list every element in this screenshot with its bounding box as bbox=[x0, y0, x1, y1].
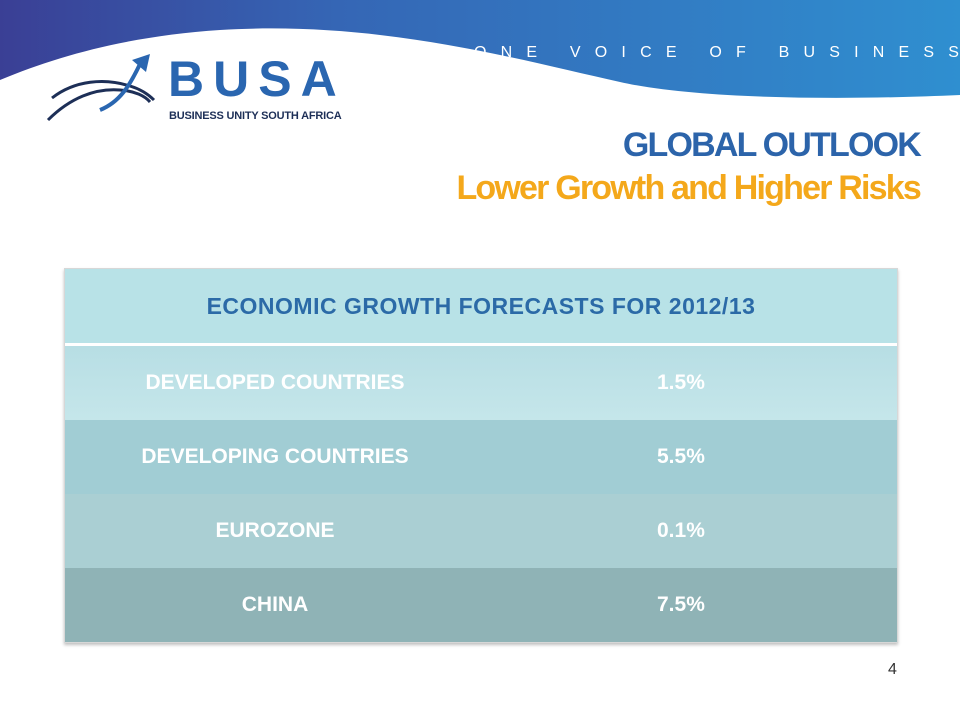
table-row: CHINA 7.5% bbox=[65, 568, 897, 642]
row-value: 7.5% bbox=[657, 593, 705, 616]
forecast-table: ECONOMIC GROWTH FORECASTS FOR 2012/13 DE… bbox=[64, 268, 898, 643]
row-label: EUROZONE bbox=[215, 519, 335, 542]
row-value: 5.5% bbox=[657, 445, 705, 468]
busa-logo: BUSA BUSINESS UNITY SOUTH AFRICA bbox=[40, 50, 342, 130]
header-banner bbox=[0, 0, 960, 98]
table-heading: ECONOMIC GROWTH FORECASTS FOR 2012/13 bbox=[65, 269, 897, 346]
slide-title: GLOBAL OUTLOOK Lower Growth and Higher R… bbox=[456, 124, 922, 210]
table-row: EUROZONE 0.1% bbox=[65, 494, 897, 568]
logo-mark-icon bbox=[46, 54, 156, 122]
logo-text: BUSA bbox=[168, 51, 346, 107]
title-subtitle: Lower Growth and Higher Risks bbox=[456, 169, 921, 207]
page-number: 4 bbox=[888, 661, 897, 678]
logo-subtitle: BUSINESS UNITY SOUTH AFRICA bbox=[169, 110, 342, 122]
row-label: DEVELOPED COUNTRIES bbox=[145, 371, 405, 394]
tagline: ONE VOICE OF BUSINESS bbox=[474, 44, 960, 61]
title-main: GLOBAL OUTLOOK bbox=[622, 126, 922, 164]
row-value: 0.1% bbox=[657, 519, 705, 542]
row-label: CHINA bbox=[241, 593, 309, 616]
table-row: DEVELOPING COUNTRIES 5.5% bbox=[65, 420, 897, 494]
row-label: DEVELOPING COUNTRIES bbox=[141, 445, 409, 468]
row-value: 1.5% bbox=[657, 371, 705, 394]
table-row: DEVELOPED COUNTRIES 1.5% bbox=[65, 346, 897, 420]
